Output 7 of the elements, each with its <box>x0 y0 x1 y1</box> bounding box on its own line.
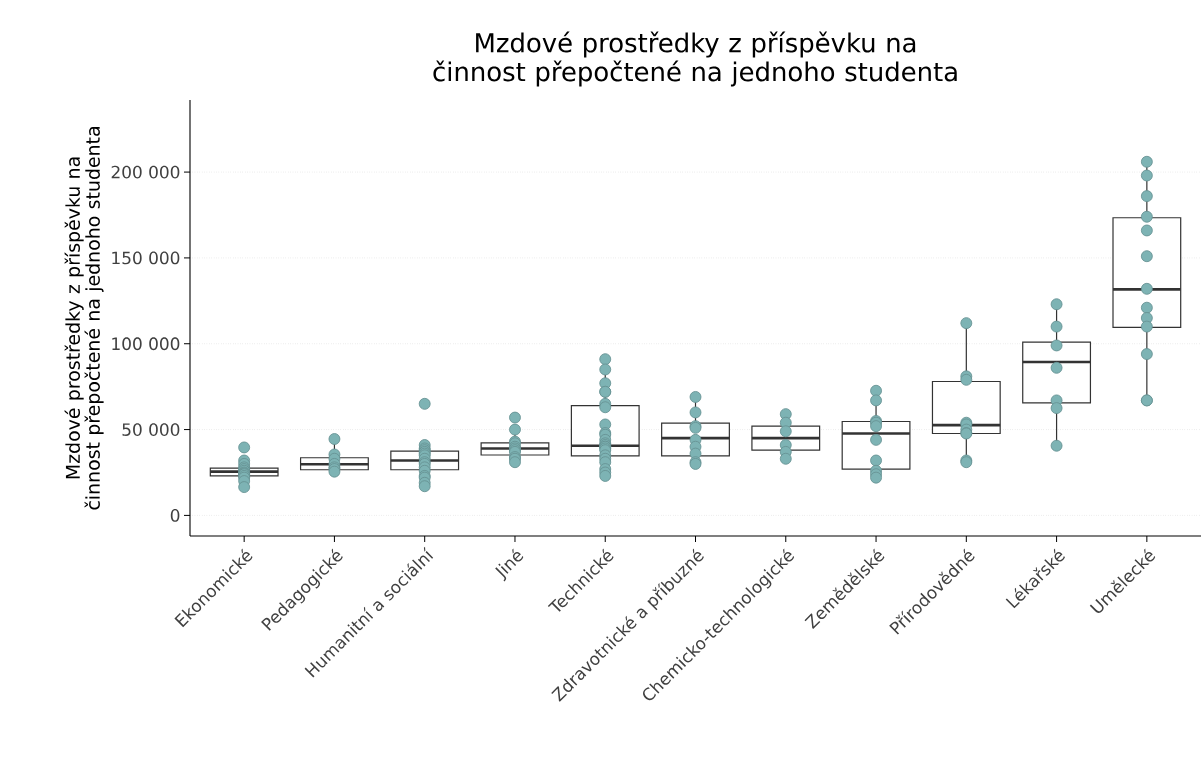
y-tick-label: 200 000 <box>111 165 180 179</box>
y-tick-label: 150 000 <box>112 251 180 265</box>
y-tick-label: 50 000 <box>122 423 180 436</box>
chart-title: Mzdové prostředky z příspěvku na činnost přepočtené na jednoho studenta <box>433 31 957 87</box>
y-axis-title: Mzdové prostředky z příspěvku na činnost přepočtené na jednoho studenta <box>64 127 104 510</box>
y-tick-label: 0 <box>170 508 180 522</box>
y-tick-label: 100 000 <box>112 337 180 351</box>
